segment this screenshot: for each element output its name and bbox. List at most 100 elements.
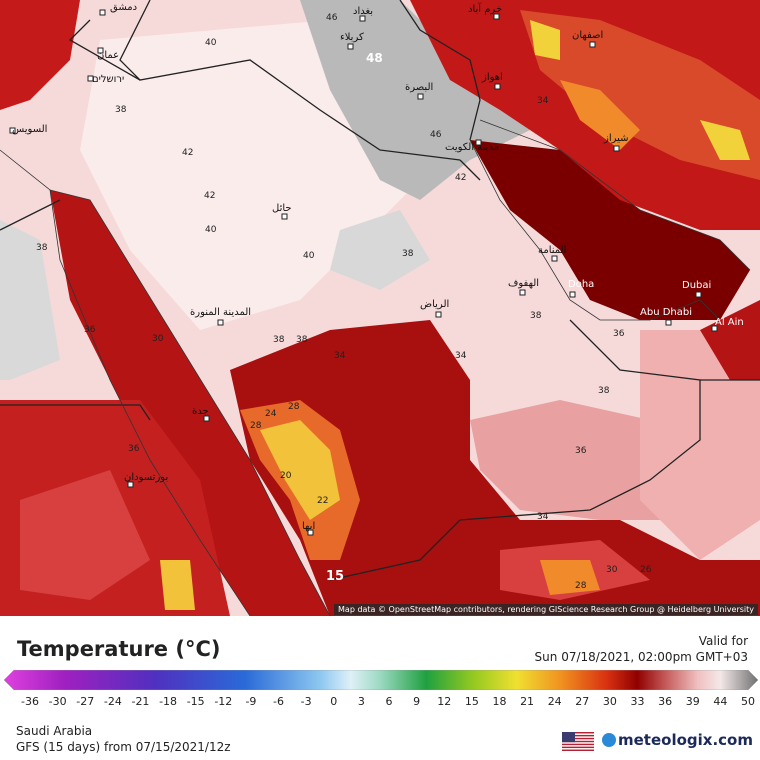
city-marker [9,127,16,134]
temp-label: 48 [366,51,383,65]
temp-label: 34 [455,351,467,361]
city-label: كربلاء [340,32,364,43]
scale-tick-label: -18 [159,695,178,708]
temp-label: 38 [296,335,308,345]
temp-label: 30 [152,334,164,344]
temperature-map[interactable]: 40 46 48 38 42 42 40 40 38 38 38 34 34 4… [0,0,760,616]
city-marker [203,415,210,422]
scale-tick-label: 36 [658,695,673,708]
scale-tick-label: 39 [685,695,700,708]
coastlines [0,119,751,616]
temp-label: 36 [575,446,587,456]
city-marker [551,255,558,262]
city-marker [359,15,366,22]
borders [0,0,760,581]
scale-tick-label: -3 [300,695,312,708]
scale-bar [4,670,758,690]
temp-label: 24 [265,409,277,419]
city-label: مدينة الكويت [445,142,499,153]
temp-label: 38 [598,386,610,396]
scale-tick-label: 27 [575,695,590,708]
city-label: دمشق [110,2,137,13]
temp-label: 36 [128,444,140,454]
city-label: الرياض [420,299,449,310]
temp-label: 20 [280,471,292,481]
scale-tick-label: 6 [385,695,393,708]
orange-zone-iran [560,80,640,150]
scale-tick-label: 50 [741,695,755,708]
color-scale [4,670,758,690]
city-marker [281,213,288,220]
border-iraq-iran [399,0,481,141]
city-label: المنامة [538,245,566,256]
us-flag-icon[interactable] [562,732,594,751]
city-marker [494,83,501,90]
city-label: البصرة [405,82,433,93]
scale-tick-label: 9 [413,695,421,708]
scale-tick-label: 12 [437,695,452,708]
temperature-labels: 40 46 48 38 42 42 40 40 38 38 38 34 34 4… [36,13,652,591]
city-label: ירושלים [92,74,124,85]
city-label: بورتسودان [124,472,168,483]
city-marker [569,291,576,298]
city-marker [613,145,620,152]
legend-title: Temperature (°C) [17,637,221,661]
temp-label: 46 [326,13,338,23]
hot-zone-med [0,0,80,110]
scale-tick-label: 3 [357,695,365,708]
scale-tick-label: -30 [48,695,67,708]
city-label: Doha [568,279,594,290]
scale-tick-label: -12 [214,695,233,708]
temp-label: 34 [537,96,549,106]
temp-label: 38 [36,243,48,253]
grey-zone-central [330,210,430,290]
city-marker [347,43,354,50]
hot-zone-south [230,320,760,616]
city-markers: دمشق عمان ירושלים بغداد كربلاء البصرة اه… [9,2,744,536]
scale-tick-label: -24 [103,695,122,708]
city-label: Al Ain [715,317,744,328]
city-label: بغداد [353,6,373,17]
city-marker [127,481,134,488]
scale-tick-label: -6 [273,695,285,708]
map-attribution: Map data © OpenStreetMap contributors, r… [334,604,758,615]
city-marker [217,319,224,326]
scale-tick-label: 21 [520,695,535,708]
city-marker [99,9,106,16]
city-marker [589,41,596,48]
city-marker [519,289,526,296]
border-sinai [0,199,61,231]
city-label: المدينة المنورة [190,307,251,318]
scale-tick-label: 0 [330,695,338,708]
city-label: شيراز [603,133,629,144]
yellow-zone-asir [260,420,340,520]
city-marker [417,93,424,100]
temp-label: 28 [575,581,587,591]
temp-label: 26 [640,565,652,575]
temp-label: 46 [430,130,442,140]
city-label: اصفهان [572,30,603,41]
temp-label: 22 [317,496,328,506]
valid-label: Valid for [698,634,748,648]
temp-label: 40 [205,225,217,235]
city-label: اهواز [481,72,503,83]
city-marker [475,139,482,146]
pink-zone-oman [640,330,760,560]
region-name: Saudi Arabia [16,724,93,738]
temp-label: 38 [115,105,127,115]
scale-tick-label: 30 [602,695,617,708]
brand-logo[interactable]: meteologix.com [602,731,753,749]
city-marker [711,325,718,332]
hot-zone-gulf [470,140,750,320]
temp-label: 40 [303,251,315,261]
city-marker [493,13,500,20]
globe-icon [602,733,616,747]
scale-tick-label: -21 [131,695,150,708]
valid-time: Valid for Sun 07/18/2021, 02:00pm GMT+03 [535,633,748,665]
city-label: جدة [192,406,209,417]
temp-label: 42 [204,191,215,201]
temp-label: 28 [288,402,300,412]
border-saudi-south [329,319,701,581]
warm-zone-sudan [20,470,150,600]
city-label: ابها [302,521,315,532]
